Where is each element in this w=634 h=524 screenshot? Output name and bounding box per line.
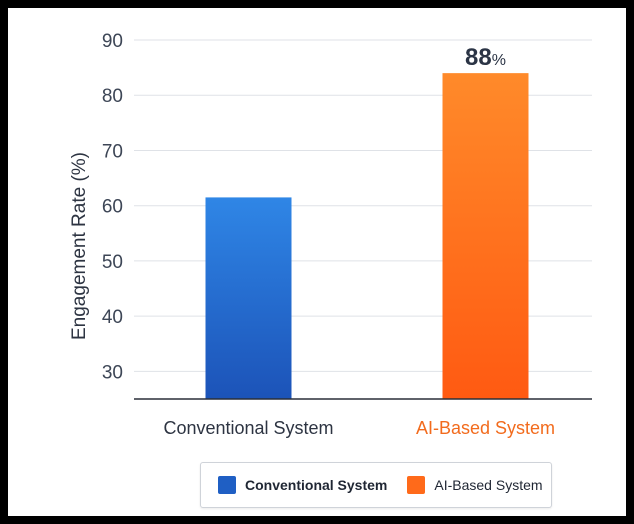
x-category-label: Conventional System (163, 418, 333, 438)
legend: Conventional System AI-Based System (200, 462, 552, 508)
y-tick-label: 40 (102, 307, 123, 328)
legend-item-ai: AI-Based System (407, 476, 543, 494)
y-tick-label: 50 (102, 252, 123, 273)
bar-conventional-system (205, 197, 292, 399)
bar-data-label: 88% (465, 44, 506, 71)
x-category-label: AI-Based System (416, 418, 555, 438)
y-tick-label: 60 (102, 197, 123, 218)
legend-item-conventional: Conventional System (218, 476, 387, 494)
y-tick-label: 80 (102, 86, 123, 107)
x-axis-categories: Conventional System AI-Based System (163, 418, 555, 438)
y-axis-title: Engagement Rate (%) (69, 152, 90, 340)
y-axis-ticks: 30 40 50 60 70 80 90 (102, 31, 123, 383)
y-tick-label: 70 (102, 141, 123, 162)
bar-ai-based-system (442, 73, 529, 399)
bars (205, 73, 529, 399)
y-tick-label: 90 (102, 31, 123, 52)
legend-swatch-conventional (218, 476, 236, 494)
y-tick-label: 30 (102, 362, 123, 383)
data-labels: 88% (465, 44, 506, 71)
legend-label-ai: AI-Based System (434, 477, 543, 493)
legend-swatch-ai (407, 476, 426, 494)
legend-label-conventional: Conventional System (245, 477, 388, 493)
